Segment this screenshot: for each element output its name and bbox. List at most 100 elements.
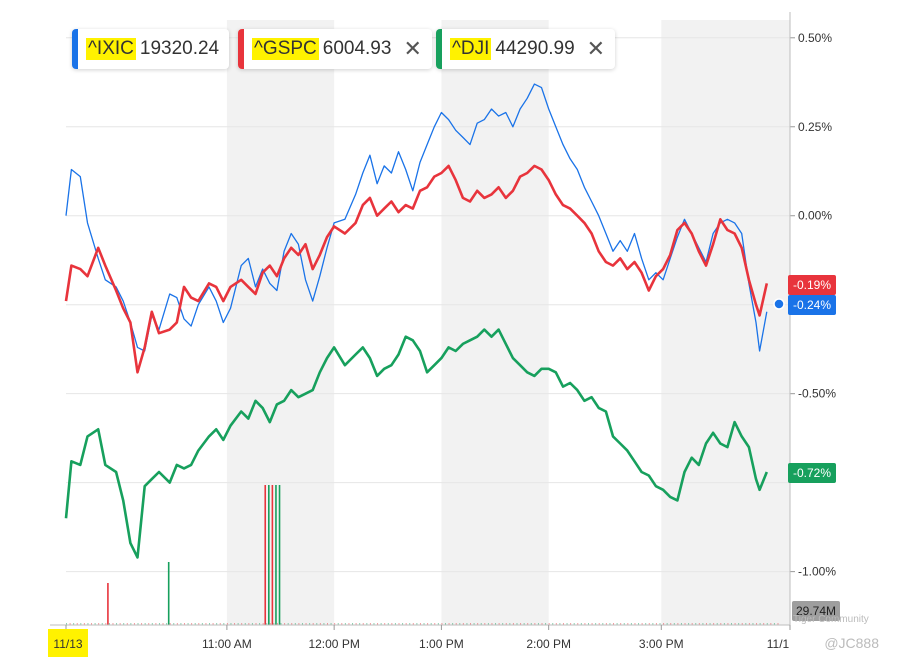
volume-bar — [337, 623, 339, 625]
volume-bar — [484, 623, 486, 625]
volume-bar — [627, 623, 629, 625]
volume-bar — [284, 623, 286, 625]
volume-bar — [731, 623, 733, 625]
volume-bar — [623, 623, 625, 625]
series-last-point — [773, 298, 785, 310]
volume-bar — [555, 623, 557, 625]
legend-symbol: ^GSPC — [252, 38, 319, 60]
legend-value: 6004.93 — [322, 38, 392, 59]
session-band — [441, 20, 549, 625]
volume-bar — [666, 623, 668, 625]
volume-bar — [69, 623, 71, 625]
volume-bar — [645, 623, 647, 625]
volume-bar — [770, 623, 772, 625]
volume-bar — [323, 623, 325, 625]
volume-bar — [391, 623, 393, 625]
volume-bar — [212, 623, 214, 625]
volume-bar — [695, 623, 697, 625]
volume-bar — [133, 623, 135, 625]
volume-bar — [573, 623, 575, 625]
end-label: -0.19% — [793, 278, 831, 292]
end-label-box — [788, 295, 836, 315]
volume-bar — [91, 623, 93, 625]
volume-bar — [205, 623, 207, 625]
volume-bar — [183, 623, 185, 625]
legend-chip[interactable]: ^IXIC 19320.24 — [72, 29, 230, 69]
volume-bar — [598, 623, 600, 625]
volume-bar — [691, 623, 693, 625]
y-tick-label: 0.50% — [798, 31, 832, 45]
volume-bar — [548, 623, 550, 625]
volume-bar — [83, 623, 85, 625]
legend-symbol: ^DJI — [450, 38, 492, 60]
end-label: -0.72% — [793, 466, 831, 480]
volume-bar — [709, 623, 711, 625]
volume-bar — [523, 623, 525, 625]
volume-bar — [609, 623, 611, 625]
series-line-dji — [64, 328, 769, 559]
volume-bar — [166, 623, 168, 625]
volume-bar — [112, 623, 114, 625]
volume-bar — [344, 623, 346, 625]
volume-bar — [466, 623, 468, 625]
volume-bar — [305, 623, 307, 625]
x-tick-highlight — [48, 629, 88, 657]
volume-bar — [262, 623, 264, 625]
volume-bar — [566, 623, 568, 625]
volume-bar — [330, 623, 332, 625]
volume-bar — [584, 623, 586, 625]
volume-bar — [702, 623, 704, 625]
volume-bar — [605, 623, 607, 625]
volume-bar — [273, 623, 275, 625]
volume-bar — [688, 623, 690, 625]
volume-bar — [437, 623, 439, 625]
volume-bar — [777, 623, 779, 625]
volume-bar — [505, 623, 507, 625]
volume-bar — [602, 623, 604, 625]
volume-bar — [577, 623, 579, 625]
volume-bar — [241, 623, 243, 625]
volume-bar — [176, 623, 178, 625]
volume-bar — [294, 623, 296, 625]
volume-bar — [268, 485, 270, 625]
close-icon[interactable]: ✕ — [403, 36, 422, 61]
volume-bars: 29.74M — [66, 485, 840, 625]
volume-bar — [648, 623, 650, 625]
x-tick-label: 11/13 — [53, 637, 82, 651]
volume-bar — [530, 623, 532, 625]
volume-bar — [652, 623, 654, 625]
volume-bar — [491, 623, 493, 625]
volume-bar — [216, 623, 218, 625]
volume-bar — [167, 562, 170, 625]
close-icon[interactable]: ✕ — [586, 36, 606, 61]
volume-bar — [738, 623, 740, 625]
volume-bar — [369, 623, 371, 625]
volume-bar — [191, 623, 193, 625]
volume-bar — [434, 623, 436, 625]
volume-bar — [380, 623, 382, 625]
volume-bar — [677, 623, 679, 625]
volume-bar — [158, 623, 160, 625]
x-tick-label: 3:00 PM — [639, 637, 684, 651]
volume-bar — [684, 623, 686, 625]
volume-bar — [477, 623, 479, 625]
volume-bar — [269, 623, 271, 625]
legend-chip[interactable]: ^GSPC 6004.93 ✕ — [238, 29, 432, 69]
volume-bar — [291, 623, 293, 625]
y-tick-label: 0.25% — [798, 120, 832, 134]
volume-bar — [659, 623, 661, 625]
legend-chip[interactable]: ^DJI 44290.99 ✕ — [436, 29, 616, 69]
volume-bar — [734, 623, 736, 625]
series-line-gspc — [64, 164, 769, 374]
end-label-box — [788, 463, 836, 483]
volume-bar — [384, 623, 386, 625]
y-tick-label: -1.00% — [798, 565, 836, 579]
volume-bar — [613, 623, 615, 625]
volume-bar — [255, 623, 257, 625]
volume-bar — [498, 623, 500, 625]
volume-bar — [416, 623, 418, 625]
volume-bar — [394, 623, 396, 625]
volume-bar — [752, 623, 754, 625]
volume-label-box — [792, 601, 840, 621]
